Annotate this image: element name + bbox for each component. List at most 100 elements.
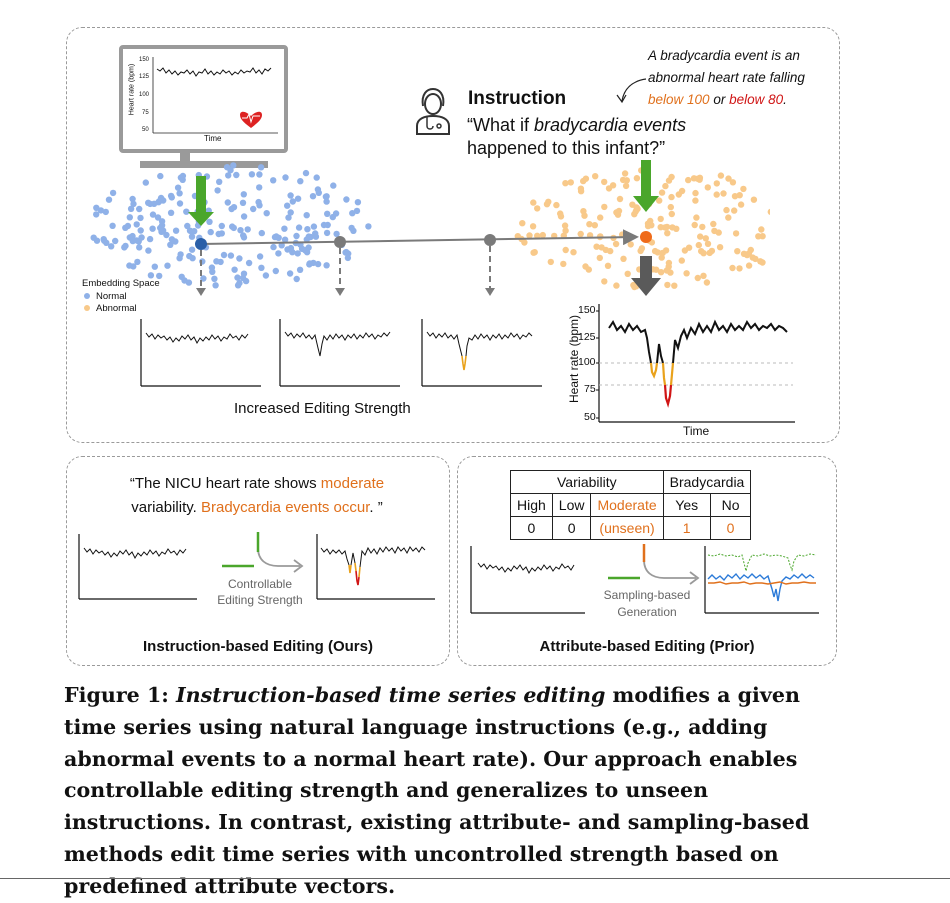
big-chart-y-tick: 50 [584, 411, 596, 423]
abnormal-point [530, 199, 537, 206]
abnormal-point [678, 187, 686, 195]
normal-point [309, 193, 317, 200]
normal-point [129, 232, 136, 240]
abnormal-point [586, 221, 593, 228]
normal-point [323, 198, 330, 205]
normal-point [240, 213, 248, 220]
abnormal-point [631, 283, 638, 291]
attr-value: 1 [662, 516, 711, 540]
embedding-legend: Embedding Space Normal Abnormal [82, 278, 160, 316]
abnormal-point [562, 227, 569, 234]
normal-point [256, 253, 264, 260]
normal-point [323, 262, 330, 269]
normal-point [108, 243, 115, 250]
normal-point [284, 202, 291, 209]
abnormal-point [580, 177, 587, 185]
abnormal-point [521, 239, 528, 246]
normal-point [258, 264, 265, 271]
abnormal-point [653, 266, 660, 273]
abnormal-point [717, 172, 725, 179]
series-original-chart [140, 319, 261, 387]
abnormal-point [662, 247, 670, 254]
normal-point [218, 222, 225, 230]
normal-point [130, 200, 137, 208]
normal-point [130, 263, 137, 270]
abnormal-point [651, 247, 659, 255]
caption-text: modifies a given time series using natur… [64, 683, 810, 898]
abnormal-point [596, 254, 603, 262]
abnormal-point [612, 240, 620, 248]
abnormal-point [658, 254, 665, 261]
normal-point [151, 263, 158, 270]
series-edit-strong-chart [421, 319, 542, 387]
abnormal-point [605, 185, 613, 192]
normal-point [287, 244, 295, 252]
normal-point [134, 258, 141, 266]
quote-c: variability. [131, 499, 201, 516]
normal-point [343, 196, 350, 203]
normal-point [184, 222, 191, 230]
abnormal-point [704, 184, 711, 191]
abnormal-point [580, 208, 587, 215]
embedding-path [188, 160, 661, 296]
big-chart-y-tick: 100 [578, 356, 596, 368]
normal-point [231, 266, 238, 273]
normal-point [129, 237, 136, 245]
normal-point [137, 214, 144, 222]
attr-value: 0 [510, 516, 553, 540]
normal-point [245, 259, 253, 267]
abnormal-point [737, 201, 745, 208]
normal-point [188, 246, 196, 253]
normal-point [154, 214, 162, 221]
normal-point [215, 230, 222, 238]
normal-point [207, 228, 214, 236]
abnormal-point [669, 224, 676, 231]
note-pointer-arrow [616, 78, 647, 104]
attr-header: Moderate [590, 493, 664, 517]
monitor-y-tick: 50 [142, 127, 149, 133]
abnormal-point [577, 230, 584, 238]
abnormal-point [702, 235, 709, 242]
big-chart-y-tick: 150 [578, 304, 596, 316]
normal-point [90, 234, 97, 241]
normal-point [270, 177, 277, 184]
attr-value: 0 [551, 516, 592, 540]
note-line3: below 100 or below 80. [648, 89, 805, 111]
abnormal-point [767, 208, 770, 215]
normal-point [287, 192, 294, 199]
quote-line2: happened to this infant?” [467, 138, 666, 158]
normal-point [295, 224, 303, 231]
normal-point [176, 200, 184, 207]
normal-point [306, 260, 313, 267]
normal-point [234, 274, 241, 281]
quote-moderate: moderate [320, 475, 385, 492]
normal-point [344, 254, 352, 262]
normal-point [315, 189, 322, 196]
abnormal-dot-icon [84, 305, 90, 311]
normal-point [248, 171, 256, 178]
controllable-strength-arrow [222, 532, 304, 573]
abnormal-point [582, 263, 589, 270]
abnormal-point [601, 278, 608, 285]
abnormal-point [729, 264, 736, 272]
right-input-series-chart [470, 546, 585, 614]
normal-point [158, 228, 165, 235]
normal-point [272, 267, 279, 275]
normal-point [305, 244, 312, 251]
normal-point [262, 272, 270, 279]
abnormal-point [740, 185, 747, 193]
quote-prefix: “What if [467, 115, 535, 135]
normal-point [273, 233, 280, 240]
legend-title: Embedding Space [82, 278, 160, 289]
sampling-label-line1: Sampling-based [603, 588, 691, 602]
abnormal-point [736, 265, 743, 272]
abnormal-point [633, 175, 641, 182]
abnormal-point [725, 175, 732, 182]
normal-point [332, 210, 340, 217]
monitor-y-tick: 100 [139, 92, 150, 98]
abnormal-point [529, 223, 537, 230]
abnormal-point [694, 274, 701, 282]
attr-header: Yes [662, 493, 711, 517]
normal-point [186, 252, 193, 260]
normal-point [240, 232, 247, 239]
